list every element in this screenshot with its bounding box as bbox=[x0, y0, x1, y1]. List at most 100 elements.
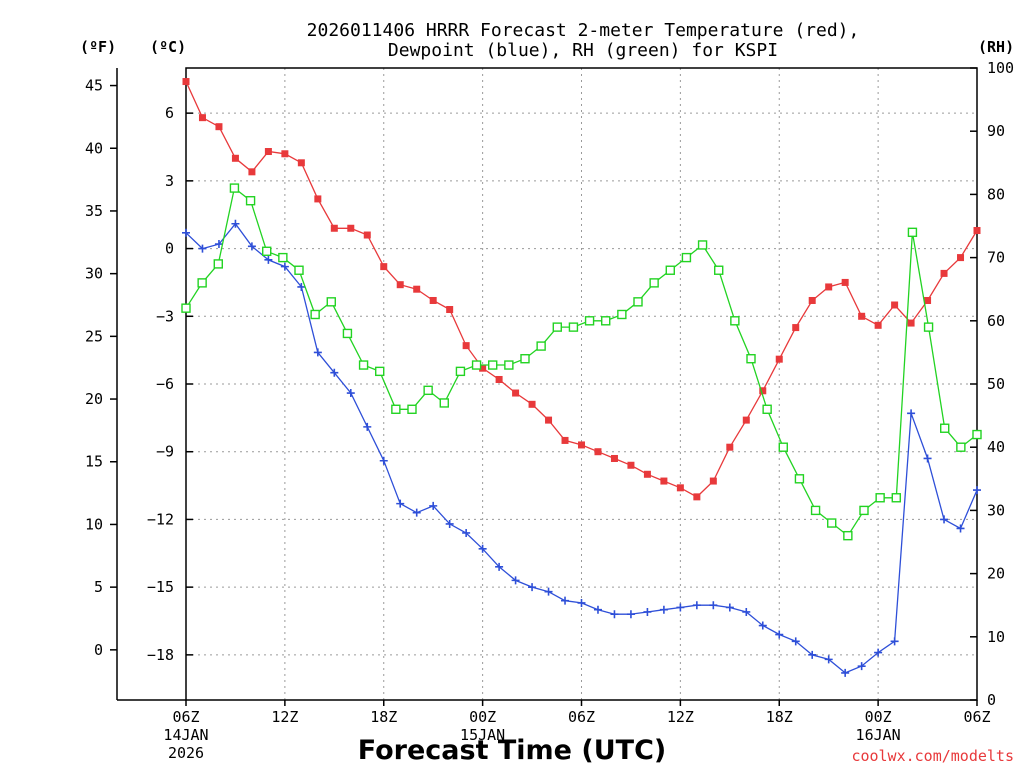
celsius-tick-label: −3 bbox=[156, 307, 174, 325]
rh-point bbox=[617, 309, 627, 320]
rh-tick-label: 80 bbox=[987, 185, 1005, 203]
dewpoint-point bbox=[511, 576, 520, 585]
x-tick-label: 06Z bbox=[172, 708, 199, 726]
temperature-point bbox=[512, 389, 520, 397]
rh-point bbox=[568, 322, 579, 332]
celsius-tick-label: 6 bbox=[165, 104, 174, 122]
x-tick-label: 14JAN bbox=[163, 726, 208, 744]
dewpoint-point bbox=[775, 630, 784, 639]
rh-point bbox=[536, 341, 546, 351]
rh-point bbox=[326, 297, 336, 307]
fahrenheit-tick-label: 20 bbox=[85, 390, 103, 408]
temperature-point bbox=[446, 306, 454, 314]
temperature-point bbox=[808, 296, 816, 304]
rh-tick-label: 30 bbox=[987, 501, 1005, 519]
dewpoint-point bbox=[956, 524, 965, 533]
dewpoint-point bbox=[214, 240, 223, 249]
x-tick-label: 18Z bbox=[766, 708, 793, 726]
rh-point bbox=[907, 227, 918, 238]
rh-point bbox=[697, 240, 708, 250]
rh-point bbox=[649, 278, 659, 288]
dewpoint-point bbox=[313, 348, 322, 357]
rh-tick-label: 10 bbox=[987, 628, 1005, 646]
x-tick-label: 16JAN bbox=[856, 726, 901, 744]
dewpoint-point bbox=[874, 648, 883, 657]
temperature-point bbox=[297, 159, 305, 167]
temperature-point bbox=[462, 342, 470, 350]
temperature-point bbox=[726, 443, 734, 451]
title-line-2: Dewpoint (blue), RH (green) for KSPI bbox=[388, 40, 778, 61]
rh-tick-label: 50 bbox=[987, 375, 1005, 393]
rh-point bbox=[746, 354, 756, 364]
rh-point bbox=[262, 246, 272, 256]
temperature-point bbox=[396, 281, 404, 289]
fahrenheit-tick-label: 30 bbox=[85, 265, 103, 283]
celsius-tick-label: 3 bbox=[165, 172, 174, 190]
temperature-point bbox=[545, 416, 553, 424]
fahrenheit-tick-label: 40 bbox=[85, 139, 103, 157]
rh-tick-label: 100 bbox=[987, 59, 1014, 77]
dewpoint-point bbox=[495, 562, 504, 571]
dewpoint-point bbox=[626, 610, 635, 619]
rh-point bbox=[455, 366, 466, 377]
x-tick-label: 15JAN bbox=[460, 726, 505, 744]
rh-point bbox=[730, 316, 740, 326]
temperature-point bbox=[528, 400, 536, 408]
temperature-point bbox=[182, 78, 190, 86]
dewpoint-point bbox=[379, 456, 388, 465]
dewpoint-point bbox=[330, 368, 339, 377]
temperature-point bbox=[578, 441, 585, 449]
fahrenheit-tick-label: 5 bbox=[94, 578, 103, 596]
dewpoint-point bbox=[676, 603, 685, 612]
rh-tick-label: 70 bbox=[987, 249, 1005, 267]
rh-tick-label: 0 bbox=[987, 691, 996, 709]
rh-point bbox=[859, 505, 869, 516]
x-tick-label: 00Z bbox=[469, 708, 496, 726]
temperature-point bbox=[363, 231, 371, 239]
x-tick-label: 00Z bbox=[865, 708, 892, 726]
rh-point bbox=[439, 398, 449, 408]
temperature-point bbox=[924, 296, 932, 304]
dewpoint-point bbox=[412, 508, 421, 517]
x-tick-label: 06Z bbox=[963, 708, 990, 726]
credit-label: coolwx.com/modelts bbox=[851, 747, 1014, 765]
dewpoint-point bbox=[841, 668, 850, 677]
rh-point bbox=[714, 265, 724, 275]
fahrenheit-tick-label: 0 bbox=[94, 641, 103, 659]
temperature-point bbox=[841, 278, 849, 286]
rh-point bbox=[956, 442, 966, 452]
dewpoint-point bbox=[544, 587, 553, 596]
fahrenheit-tick-label: 45 bbox=[85, 77, 103, 95]
rh-tick-label: 60 bbox=[987, 312, 1005, 330]
dewpoint-point bbox=[758, 621, 767, 630]
rh-point bbox=[278, 252, 288, 263]
fahrenheit-tick-label: 15 bbox=[85, 453, 103, 471]
rh-point bbox=[601, 316, 611, 326]
rh-point bbox=[633, 297, 643, 307]
dewpoint-point bbox=[742, 607, 751, 616]
temperature-point bbox=[429, 296, 437, 304]
rh-point bbox=[471, 360, 482, 370]
temperature-point bbox=[610, 454, 618, 462]
dewpoint-point bbox=[561, 596, 570, 605]
temperature-point bbox=[643, 470, 651, 478]
dewpoint-point bbox=[643, 607, 652, 616]
rh-tick-label: 20 bbox=[987, 565, 1005, 583]
dewpoint-point bbox=[577, 598, 586, 607]
dewpoint-point bbox=[725, 603, 734, 612]
rh-point bbox=[213, 259, 223, 269]
series-layer bbox=[181, 78, 982, 677]
x-tick-label: 18Z bbox=[370, 708, 397, 726]
temperature-point bbox=[973, 227, 981, 235]
rh-point bbox=[810, 505, 821, 516]
fahrenheit-tick-label: 10 bbox=[85, 515, 103, 533]
temperature-point bbox=[248, 168, 256, 176]
temperature-point bbox=[594, 448, 602, 456]
dewpoint-point bbox=[396, 499, 405, 508]
celsius-tick-label: −12 bbox=[147, 510, 174, 528]
dewpoint-point bbox=[247, 242, 256, 251]
rh-point bbox=[843, 530, 853, 541]
rh-point bbox=[294, 265, 304, 275]
title-line-1: 2026011406 HRRR Forecast 2-meter Tempera… bbox=[307, 20, 860, 41]
